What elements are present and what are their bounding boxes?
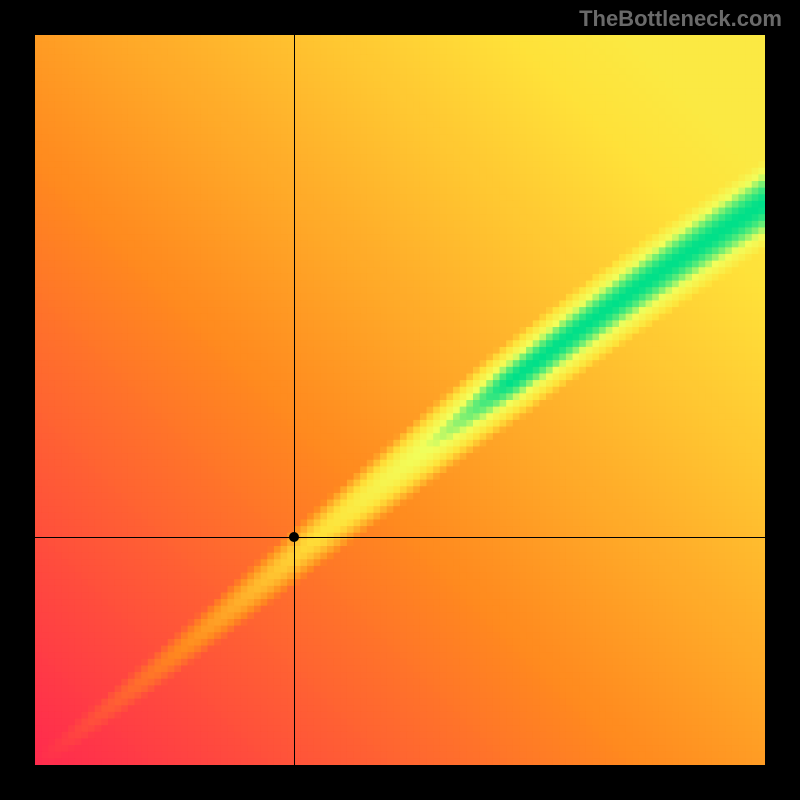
crosshair-marker-dot [289, 532, 299, 542]
crosshair-vertical [294, 35, 295, 765]
plot-area [35, 35, 765, 765]
heatmap-canvas [35, 35, 765, 765]
crosshair-horizontal [35, 537, 765, 538]
figure-container: TheBottleneck.com [0, 0, 800, 800]
watermark-text: TheBottleneck.com [579, 6, 782, 32]
